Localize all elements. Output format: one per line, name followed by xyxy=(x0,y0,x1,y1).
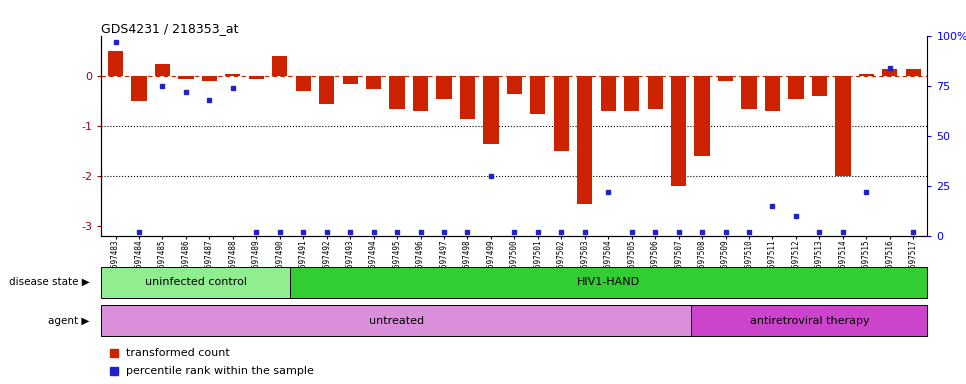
Bar xyxy=(179,76,193,79)
Bar xyxy=(101,267,290,298)
Bar xyxy=(554,76,569,151)
Text: antiretroviral therapy: antiretroviral therapy xyxy=(750,316,869,326)
Bar xyxy=(882,69,897,76)
Bar xyxy=(811,76,827,96)
Bar xyxy=(624,76,639,111)
Bar xyxy=(788,76,804,99)
Bar xyxy=(530,76,546,114)
Bar xyxy=(483,76,498,144)
Bar xyxy=(577,76,592,204)
Bar xyxy=(692,305,927,336)
Bar xyxy=(695,76,710,156)
Text: percentile rank within the sample: percentile rank within the sample xyxy=(127,366,314,376)
Text: HIV1-HAND: HIV1-HAND xyxy=(578,277,640,287)
Bar xyxy=(272,56,287,76)
Bar xyxy=(859,74,874,76)
Text: agent ▶: agent ▶ xyxy=(48,316,90,326)
Bar xyxy=(647,76,663,109)
Bar xyxy=(290,267,927,298)
Bar xyxy=(906,69,921,76)
Text: untreated: untreated xyxy=(369,316,424,326)
Bar xyxy=(601,76,616,111)
Bar xyxy=(742,76,756,109)
Bar xyxy=(366,76,382,89)
Bar xyxy=(507,76,522,94)
Bar xyxy=(296,76,311,91)
Bar xyxy=(202,76,217,81)
Bar xyxy=(412,76,428,111)
Bar xyxy=(248,76,264,79)
Bar xyxy=(101,305,692,336)
Bar xyxy=(155,64,170,76)
Bar xyxy=(225,74,241,76)
Bar xyxy=(718,76,733,81)
Bar xyxy=(671,76,686,186)
Text: uninfected control: uninfected control xyxy=(145,277,247,287)
Bar xyxy=(389,76,405,109)
Bar xyxy=(131,76,147,101)
Bar xyxy=(765,76,781,111)
Bar xyxy=(108,51,123,76)
Text: GDS4231 / 218353_at: GDS4231 / 218353_at xyxy=(101,22,239,35)
Bar xyxy=(343,76,357,84)
Text: disease state ▶: disease state ▶ xyxy=(9,277,90,287)
Bar xyxy=(460,76,475,119)
Bar xyxy=(437,76,452,99)
Text: transformed count: transformed count xyxy=(127,348,230,358)
Bar xyxy=(319,76,334,104)
Bar xyxy=(836,76,850,176)
